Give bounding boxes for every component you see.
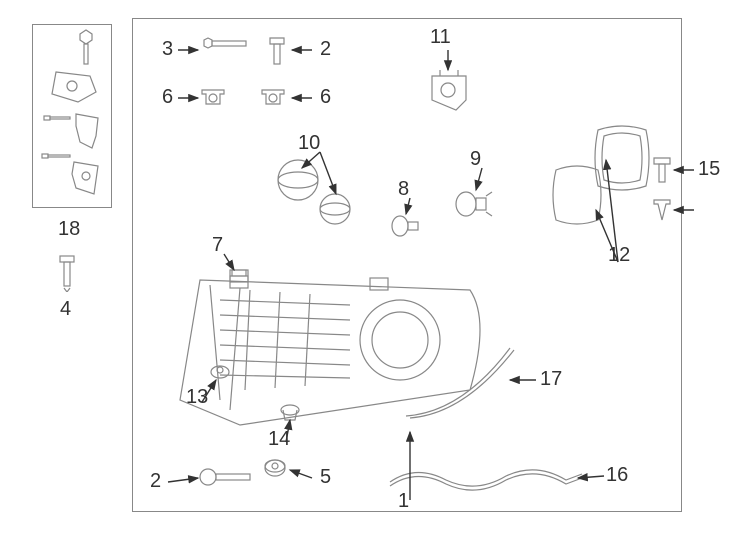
hose-16 — [386, 460, 586, 494]
label-6a: 6 — [162, 86, 173, 109]
grommet-7 — [228, 268, 250, 292]
label-3: 3 — [162, 38, 173, 61]
screw-4 — [58, 254, 76, 292]
label-12: 12 — [608, 244, 630, 267]
bolt-3 — [200, 36, 250, 62]
bolt-15 — [652, 156, 672, 184]
trim-17 — [402, 340, 522, 420]
plug-14 — [280, 404, 300, 422]
label-18: 18 — [58, 218, 80, 241]
seal-12b — [590, 120, 654, 196]
label-14: 14 — [268, 428, 290, 451]
label-10: 10 — [298, 132, 320, 155]
label-4: 4 — [60, 298, 71, 321]
label-1: 1 — [398, 490, 409, 513]
label-8: 8 — [398, 178, 409, 201]
label-16: 16 — [606, 464, 628, 487]
label-5: 5 — [320, 466, 331, 489]
nut-13 — [210, 364, 230, 380]
label-11: 11 — [430, 26, 451, 49]
nut-5 — [264, 458, 286, 478]
label-17: 17 — [540, 368, 562, 391]
module-11 — [426, 70, 472, 114]
label-13: 13 — [186, 386, 208, 409]
clip-6a — [200, 86, 226, 108]
bolt-2-top — [266, 36, 288, 66]
kit-18 — [36, 28, 108, 204]
label-15: 15 — [698, 158, 720, 181]
label-9: 9 — [470, 148, 481, 171]
label-2a: 2 — [320, 38, 331, 61]
clip-15 — [652, 198, 672, 222]
bulb-9 — [454, 188, 494, 220]
label-6b: 6 — [320, 86, 331, 109]
clip-6b — [260, 86, 286, 108]
label-2b: 2 — [150, 470, 161, 493]
bulb-8 — [390, 212, 420, 240]
label-7: 7 — [212, 234, 223, 257]
bolt-2-bottom — [198, 466, 252, 488]
cap-10b — [318, 192, 352, 226]
cap-10a — [276, 158, 320, 202]
